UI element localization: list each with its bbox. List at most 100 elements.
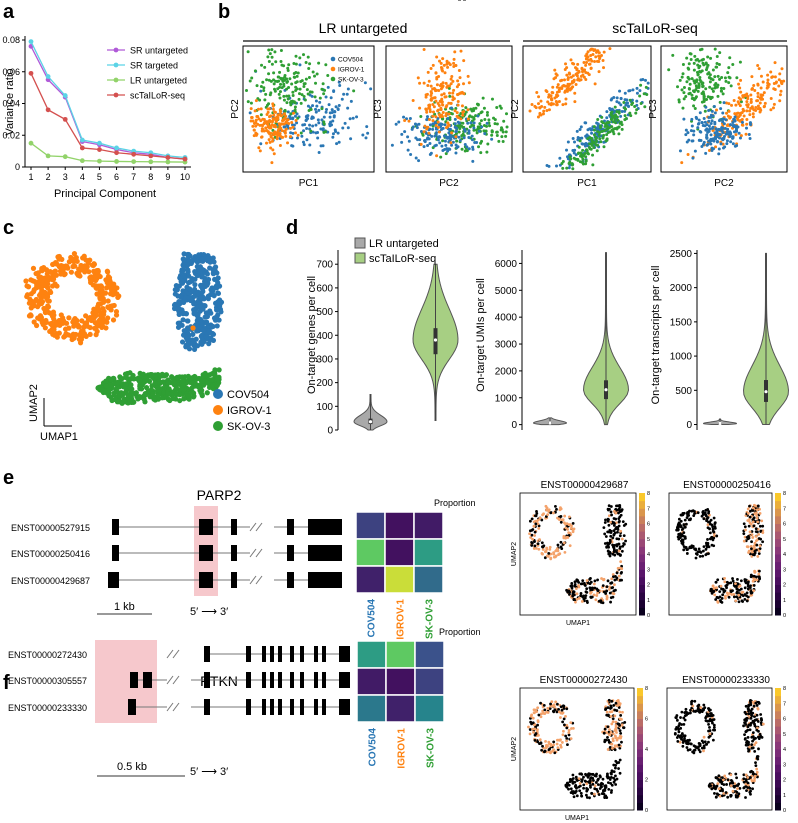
pca-point xyxy=(440,113,444,117)
pca-point xyxy=(711,78,715,82)
pca-point xyxy=(485,150,489,154)
expression-point xyxy=(601,584,605,587)
pca-point xyxy=(435,154,439,158)
b-group-lr: LR untargeted xyxy=(319,20,408,36)
expression-colorbar-segment xyxy=(639,515,645,524)
pca-point xyxy=(490,133,494,137)
pca-point xyxy=(671,53,675,57)
pca-point xyxy=(745,109,749,113)
expression-point xyxy=(563,550,567,554)
expression-point xyxy=(693,512,696,515)
f-scale-label: 0.5 kb xyxy=(117,761,147,773)
isoform-label: ENST00000429687 xyxy=(11,576,90,586)
pca-point xyxy=(702,116,706,120)
c-legend-label: SK-OV-3 xyxy=(227,421,270,433)
pca-point xyxy=(618,89,622,93)
expression-point xyxy=(614,701,618,705)
pca-point xyxy=(302,82,306,86)
umap-point xyxy=(100,295,106,302)
pca-point xyxy=(291,123,295,127)
expression-point xyxy=(554,504,557,508)
pca-point xyxy=(298,63,302,67)
pca-point xyxy=(276,133,280,137)
umap-point xyxy=(112,396,118,403)
umap-point xyxy=(181,259,187,265)
pca-point xyxy=(260,124,264,128)
pca-point xyxy=(446,117,450,121)
expression-point xyxy=(750,547,753,551)
expression-point xyxy=(549,702,552,706)
expression-point xyxy=(568,544,572,548)
a-data-point xyxy=(62,93,68,98)
exon-block xyxy=(270,672,274,688)
umap-point xyxy=(78,263,84,269)
pca-point xyxy=(719,89,723,93)
pca-point xyxy=(628,98,632,102)
pca-point xyxy=(267,78,271,82)
expression-point xyxy=(532,708,536,712)
pca-point xyxy=(252,128,256,132)
umap-point xyxy=(176,311,183,317)
pca-point xyxy=(314,81,318,85)
expression-point xyxy=(565,723,569,727)
umap-point xyxy=(180,317,186,323)
expression-point xyxy=(591,772,595,776)
pca-point xyxy=(325,108,329,112)
pca-point xyxy=(460,104,464,108)
umap-point xyxy=(212,276,218,283)
pca-point xyxy=(302,143,306,147)
expression-point xyxy=(548,707,552,710)
expression-point xyxy=(746,595,750,599)
pca-point xyxy=(290,120,294,124)
pca-point xyxy=(259,113,263,117)
colorbar-tick-label: 1.0 xyxy=(463,0,475,2)
colorbar-tick-label: 0.4 xyxy=(468,0,480,2)
pca-point xyxy=(436,116,440,120)
expression-point xyxy=(611,717,615,721)
pca-point xyxy=(731,121,735,125)
umap-point xyxy=(23,278,29,284)
expression-point xyxy=(739,579,743,583)
pca-point xyxy=(713,120,717,124)
pca-point xyxy=(332,89,336,93)
pca-point xyxy=(697,59,701,63)
umap-point xyxy=(90,262,97,269)
pca-point xyxy=(254,120,258,124)
pca-point xyxy=(578,139,582,143)
expression-point xyxy=(751,518,755,521)
a-legend-marker xyxy=(113,92,119,98)
pca-point xyxy=(582,60,586,64)
expression-point xyxy=(552,552,556,556)
pca-point xyxy=(308,62,312,66)
pca-point xyxy=(263,65,267,69)
pca-point xyxy=(584,63,588,67)
expression-point xyxy=(534,732,538,735)
expression-point xyxy=(559,705,563,709)
pca-point xyxy=(707,129,711,133)
pca-point xyxy=(684,133,688,137)
pca-point xyxy=(457,130,461,134)
expression-point xyxy=(719,584,723,588)
pca-point xyxy=(559,86,563,90)
pca-point xyxy=(589,66,593,70)
pca-point xyxy=(723,126,727,130)
expression-point xyxy=(607,552,611,556)
pca-point xyxy=(280,86,284,90)
expression-point xyxy=(759,537,763,541)
umap-point xyxy=(209,324,215,330)
pca-point xyxy=(328,115,332,119)
pca-point xyxy=(590,59,594,63)
umap-point xyxy=(171,305,178,312)
pca-point xyxy=(326,73,330,77)
pca-point xyxy=(715,140,719,144)
pca-point xyxy=(291,90,295,94)
expression-point xyxy=(613,522,616,526)
pca-point xyxy=(610,117,614,121)
pca-point xyxy=(447,112,451,116)
pca-point xyxy=(576,62,580,66)
expression-point xyxy=(539,701,542,705)
pca-point xyxy=(717,63,721,67)
pca-x-label: PC2 xyxy=(439,178,459,189)
pca-point xyxy=(260,63,264,67)
expression-point xyxy=(704,547,708,551)
